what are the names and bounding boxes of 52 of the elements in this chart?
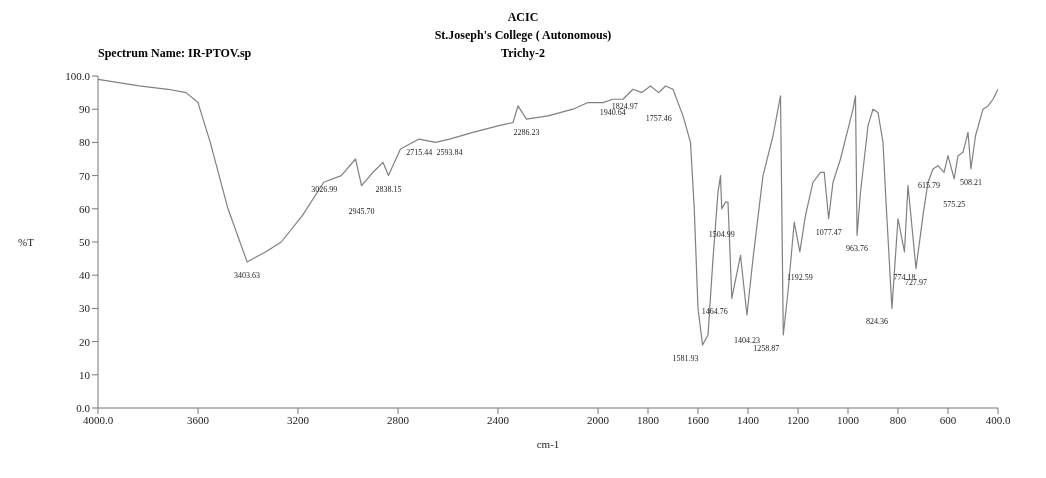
x-tick-label: 4000.0 (82, 413, 114, 426)
y-tick-label: 80 (79, 136, 91, 149)
text: Trichy-2 (501, 46, 545, 60)
annotation: 2945.70 (348, 206, 375, 216)
annotation: 1504.99 (708, 229, 735, 239)
y-tick-label: 0.0 (76, 401, 91, 414)
text: Spectrum Name: IR-PTOV.sp (98, 46, 252, 61)
x-tick-label: 400.0 (985, 413, 1011, 426)
y-tick-label: 50 (79, 235, 91, 248)
chart-subtitle: St.Joseph's College ( Autonomous) (433, 27, 613, 44)
y-tick-label: 70 (79, 169, 91, 182)
annotation: 1192.59 (787, 272, 813, 282)
annotation: 1258.87 (753, 343, 780, 353)
x-tick-label: 600 (939, 413, 957, 426)
chart-title: ACIC (506, 9, 540, 26)
annotation: 3026.99 (311, 184, 338, 194)
annotation: 3403.63 (234, 270, 261, 280)
x-tick-label: 1800 (637, 413, 660, 426)
x-tick-label: 1000 (837, 413, 860, 426)
annotation: 2838.15 (375, 184, 402, 194)
y-tick-label: 20 (79, 335, 91, 348)
annotation: 1581.93 (672, 353, 699, 363)
y-tick-label: 40 (79, 269, 91, 282)
x-tick-label: 1400 (737, 413, 760, 426)
x-tick-label: 2000 (587, 413, 610, 426)
y-tick-label: 90 (79, 103, 91, 116)
annotation: 1757.46 (645, 113, 672, 123)
x-tick-label: 1600 (687, 413, 710, 426)
y-tick-label: 100.0 (65, 69, 91, 82)
x-axis-title: cm-1 (536, 438, 560, 450)
annotation: 1824.97 (611, 101, 638, 111)
y-axis-title: %T (18, 235, 35, 248)
y-tick-label: 10 (79, 368, 91, 381)
annotation: 615.79 (918, 181, 941, 191)
annotation: 824.36 (865, 317, 888, 327)
annotation: 508.21 (959, 177, 982, 187)
x-tick-label: 3200 (287, 413, 310, 426)
annotation: 575.25 (943, 199, 966, 209)
annotation: 2715.44 (406, 148, 433, 158)
annotation: 2593.84 (436, 148, 463, 158)
annotation: 1404.23 (733, 336, 760, 346)
x-tick-label: 3600 (187, 413, 210, 426)
annotation: 2286.23 (513, 128, 540, 138)
x-tick-label: 2800 (387, 413, 410, 426)
x-tick-label: 800 (889, 413, 907, 426)
annotation: 963.76 (846, 244, 869, 254)
annotation: 1940.64 (599, 108, 626, 118)
x-tick-label: 1200 (787, 413, 810, 426)
x-tick-label: 2400 (487, 413, 510, 426)
y-tick-label: 60 (79, 202, 91, 215)
y-tick-label: 30 (79, 302, 91, 315)
annotation: 1077.47 (815, 227, 842, 237)
